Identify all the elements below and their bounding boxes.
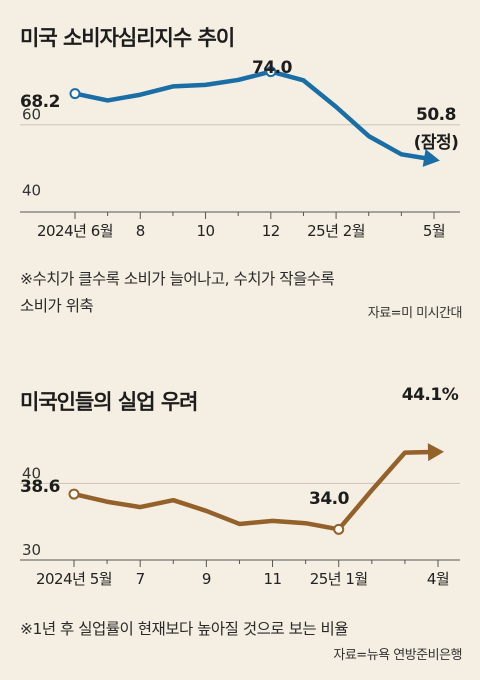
- chart1-consumer-sentiment: 60 40 2024년 6월 8 10 12 25년 2월 5월 68.2 74.0 50.8 (잠정…: [20, 58, 460, 240]
- chart1-data-label: 68.2: [20, 92, 60, 112]
- chart2-series-line: [71, 449, 441, 532]
- chart1-data-label: (잠정): [414, 133, 459, 153]
- chart2-xtick-label: 2024년 5월: [36, 570, 112, 588]
- chart2-title: 미국인들의 실업 우려: [20, 390, 199, 414]
- chart2-source: 자료=뉴욕 연방준비은행: [333, 648, 462, 663]
- chart1-source: 자료=미 미시간대: [367, 306, 463, 321]
- chart2-arrow-head: [427, 443, 444, 462]
- chart2-xtick-label: 11: [263, 570, 281, 588]
- chart2-data-label: 44.1%: [402, 385, 459, 405]
- chart1-series-line: [72, 69, 437, 162]
- chart1-note: ※수치가 클수록 소비가 늘어나고, 수치가 작을수록 소비가 위축: [20, 266, 335, 320]
- chart1-ytick-label: 40: [22, 182, 41, 200]
- chart2-xtick-label: 7: [136, 570, 145, 588]
- chart2-xtick-label: 4월: [427, 570, 449, 588]
- chart1-ytick-label: 60: [22, 106, 41, 124]
- chart1-arrow-head: [422, 149, 440, 167]
- chart1-data-label: 74.0: [252, 58, 293, 78]
- chart1-xtick-label: 12: [262, 222, 280, 240]
- chart1-xtick-label: 25년 2월: [307, 222, 365, 240]
- chart2-ytick-label: 30: [22, 541, 41, 559]
- chart2-note-line1: ※1년 후 실업률이 현재보다 높아질 것으로 보는 비율: [20, 620, 349, 638]
- chart2-point-marker: [333, 523, 345, 535]
- chart2-data-label: 38.6: [20, 477, 60, 497]
- chart1-point-marker: [265, 66, 277, 78]
- chart1-xtick-label: 5월: [423, 222, 445, 240]
- chart1-title: 미국 소비자심리지수 추이: [20, 26, 235, 50]
- chart1-xtick-label: 10: [196, 222, 214, 240]
- chart2-xtick-label: 9: [202, 570, 211, 588]
- chart2-xtick-label: 25년 1월: [310, 570, 368, 588]
- chart1-note-line2: 소비가 위축: [20, 297, 94, 315]
- chart2-point-marker: [68, 488, 80, 500]
- chart1-data-label: 50.8: [416, 105, 456, 125]
- chart1-note-line1: ※수치가 클수록 소비가 늘어나고, 수치가 작을수록: [20, 270, 335, 288]
- chart1-point-marker: [69, 88, 81, 100]
- chart1-xtick-label: 2024년 6월: [37, 222, 113, 240]
- chart2-data-label: 34.0: [309, 489, 350, 509]
- chart1-xtick-label: 8: [136, 222, 145, 240]
- chart2-unemployment-worry: 40 30 2024년 5월 7 9 11 25년 1월 4월 38.6 34.0 44.1%: [20, 385, 460, 588]
- chart2-ytick-label: 40: [22, 464, 41, 482]
- chart2-note: ※1년 후 실업률이 현재보다 높아질 것으로 보는 비율: [20, 616, 349, 643]
